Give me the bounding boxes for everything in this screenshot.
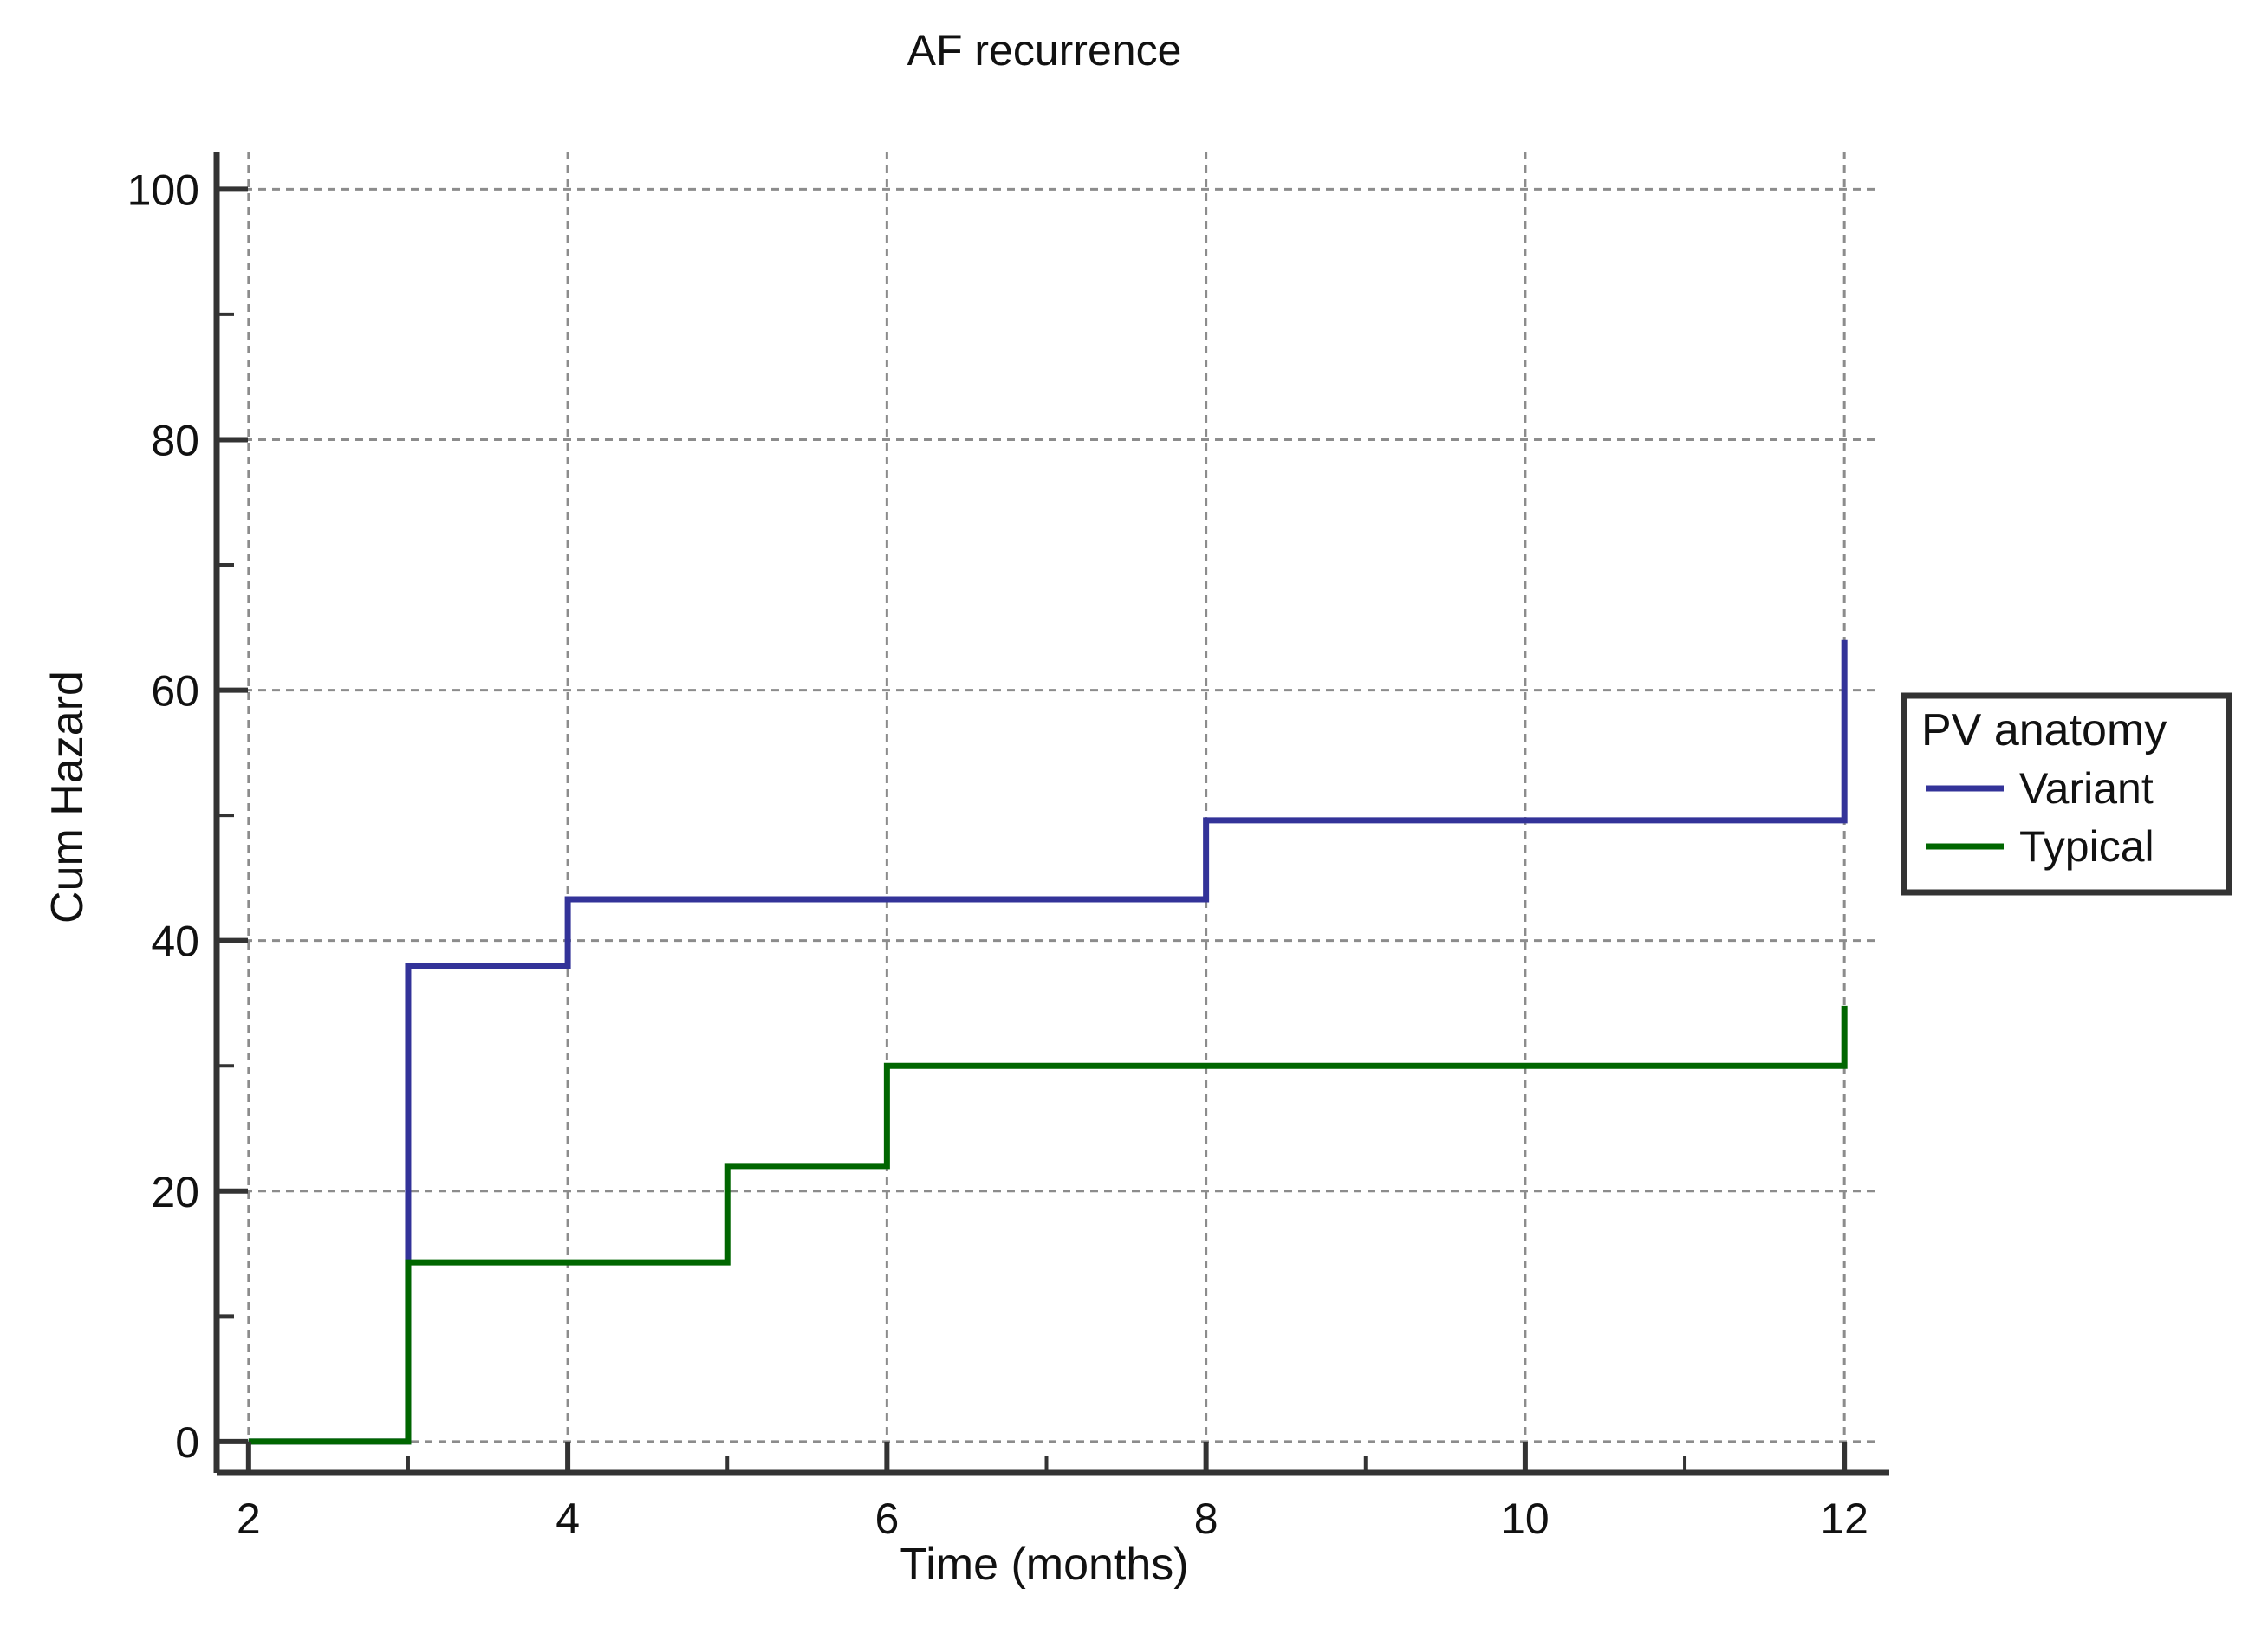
axes-layer: 0 20 40 60 80 100 2 4 6 8 10 12	[127, 152, 1889, 1543]
grid-layer	[217, 152, 1881, 1473]
series-layer	[248, 639, 1848, 1445]
legend-entries: Variant Typical	[1926, 764, 2154, 871]
x-tick-label: 10	[1501, 1495, 1550, 1543]
y-tick-label: 20	[151, 1168, 199, 1216]
y-tick-label: 80	[151, 416, 199, 464]
legend: PV anatomy Variant Typical	[1901, 692, 2232, 896]
y-axis-label: Cum Hazard	[42, 671, 93, 924]
y-tick-label: 100	[127, 165, 199, 214]
x-axis-label: Time (months)	[900, 1540, 1188, 1590]
y-tick-label: 0	[175, 1418, 199, 1467]
chart-title: AF recurrence	[907, 26, 1182, 75]
x-tick-label: 6	[874, 1495, 899, 1543]
y-tick-label: 40	[151, 918, 199, 966]
legend-box	[1901, 692, 2232, 896]
series-line-typical	[248, 1005, 1848, 1445]
x-tick-label: 2	[237, 1495, 261, 1543]
x-tick-label: 4	[556, 1495, 580, 1543]
x-tick-label: 12	[1820, 1495, 1868, 1543]
y-tick-label: 60	[151, 667, 199, 716]
x-tick-label: 8	[1194, 1495, 1218, 1543]
legend-label-typical: Typical	[2019, 822, 2154, 871]
legend-label-variant: Variant	[2019, 764, 2154, 813]
legend-title: PV anatomy	[1921, 705, 2167, 755]
